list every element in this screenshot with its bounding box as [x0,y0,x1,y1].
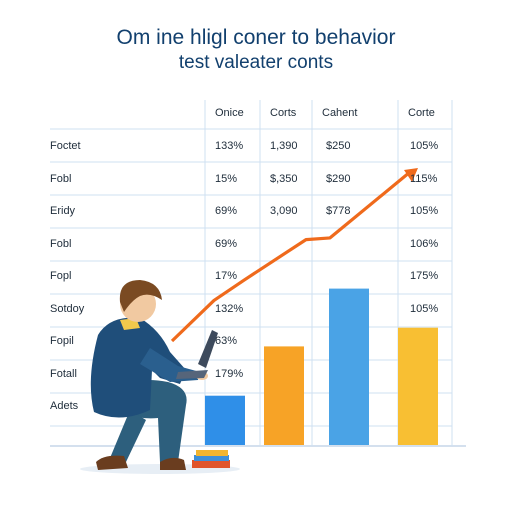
bar-group [205,288,438,445]
bar [264,346,304,445]
table-cell: 115% [410,172,438,185]
bar [398,327,438,445]
shoe-left [96,455,128,470]
table-cell: 105% [410,140,439,152]
table-cell: 105% [410,302,439,315]
table-cell: $290 [326,172,351,185]
row-label: Fopl [50,270,72,282]
laptop-screen [198,330,218,368]
table-cell: 17% [215,270,238,282]
pants-leg [110,410,146,462]
row-label: Fobl [50,172,72,185]
table-cell: $250 [326,140,351,152]
page-title: Om ine hligl coner to behavior [116,26,396,49]
bar [205,395,245,445]
bar [329,288,369,445]
table-cell: 1,390 [270,140,298,152]
trend-line [170,170,412,343]
column-header: Corte [408,107,435,119]
person-illustration [80,280,240,474]
table-cell: 63% [215,335,238,347]
table-cell: 3,090 [270,205,298,217]
table-cell: 69% [215,205,238,217]
row-label: Sotdoy [50,302,85,315]
book [194,455,229,461]
table-cell: $778 [326,205,351,217]
table-cell: $,350 [270,172,298,185]
table-cell: 132% [215,302,244,315]
shoe-right [160,457,186,470]
row-label: Adets [50,400,79,412]
row-label: Foctet [50,140,81,152]
hair [119,280,162,312]
row-label: Fobl [50,237,72,250]
row-label: Eridy [50,205,76,217]
page-subtitle: test valeater conts [178,52,334,73]
book [196,450,228,456]
table-cell: 15% [215,172,238,185]
row-label: Fotall [50,367,77,380]
sweater [90,317,186,418]
table-cell: 106% [410,237,439,250]
column-header: Onice [215,107,244,119]
book [192,460,230,468]
table-cell: 69% [215,237,238,250]
column-header: Cahent [322,107,358,119]
laptop-base [176,370,208,379]
table-cell: 133% [215,140,244,152]
column-header: Corts [270,107,297,119]
table-cell: 179% [215,367,244,380]
row-label: Fopil [50,335,74,347]
trend-arrowhead [404,168,418,182]
table-cell: 175% [410,270,439,282]
table-cell: 105% [410,205,439,217]
trend-line-group [170,168,418,343]
